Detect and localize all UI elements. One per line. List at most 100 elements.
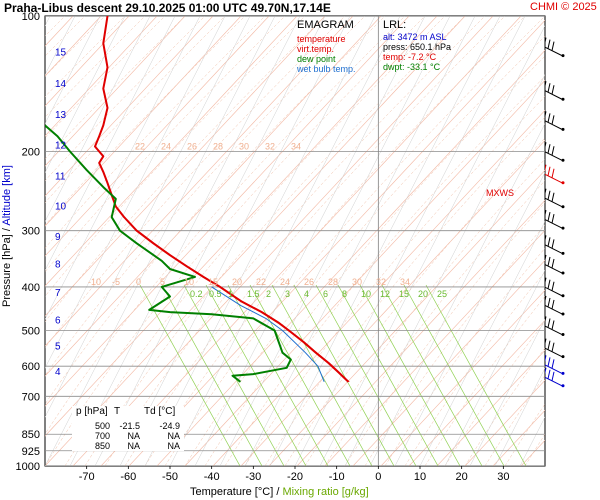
moist-adiabat-line <box>45 16 406 435</box>
altitude-tick-label: 11 <box>55 171 66 182</box>
wind-barb-base <box>561 127 565 131</box>
wind-barb-base <box>561 158 565 162</box>
moist-adiabat-line <box>45 16 366 376</box>
wind-barb-feather <box>545 235 547 243</box>
pressure-tick-label: 700 <box>22 391 40 403</box>
dry-adiabat-line <box>436 349 545 466</box>
isotherm-line <box>45 16 126 174</box>
altitude-tick-label: 13 <box>55 110 67 121</box>
moist-adiabat-line <box>204 55 545 466</box>
wind-barb-feather <box>551 213 555 224</box>
levels-table: p [hPa] T Td [°C] 500 -21.5 -24.9 700 NA… <box>72 406 184 451</box>
mixing-ratio-label-upper: 34 <box>291 141 301 151</box>
altitude-tick-label: 12 <box>55 141 67 152</box>
moist-adiabat-line <box>45 16 146 118</box>
wind-barb-base <box>561 312 565 316</box>
series-line-temperature <box>94 16 349 383</box>
dry-adiabat-line <box>45 16 270 257</box>
mixing-ratio-label-green: 6 <box>323 289 328 299</box>
moist-adiabat-line <box>45 16 126 97</box>
x-axis-label-temperature: Temperature [°C] <box>190 486 274 498</box>
wind-barb-feather <box>547 39 551 49</box>
wind-barb-feather <box>551 258 555 269</box>
table-cell: 500 <box>94 421 110 431</box>
mixing-ratio-label-upper: 30 <box>239 141 249 151</box>
moist-adiabat-line <box>364 224 545 466</box>
table-cell: NA <box>167 431 180 441</box>
lrl-pressure: press: 650.1 hPa <box>383 42 452 52</box>
y-axis-label-altitude: Altitude [km] <box>1 165 13 226</box>
wind-barb-feather <box>551 281 555 291</box>
chart-title: Praha-Libus descent 29.10.2025 01:00 UTC… <box>4 1 331 15</box>
table-cell: 850 <box>94 441 110 451</box>
mixing-ratio-line <box>425 284 527 466</box>
moist-adiabat-line <box>184 35 545 466</box>
isotherm-line <box>45 16 226 369</box>
mixing-ratio-line <box>227 284 329 466</box>
lrl-temperature: temp: -7.2 °C <box>383 52 437 62</box>
altitude-tick-label: 9 <box>55 232 61 243</box>
moist-adiabat-line <box>45 16 206 182</box>
moist-adiabat-line <box>45 16 106 77</box>
isotherm-line <box>369 123 545 466</box>
moist-adiabat-line <box>424 296 545 466</box>
x-tick-label: -20 <box>287 471 303 483</box>
dry-adiabat-line <box>45 16 438 437</box>
mixing-ratio-label-middle: -5 <box>112 277 120 287</box>
wind-barb-feather <box>547 256 551 267</box>
table-header-p: p [hPa] <box>76 406 108 417</box>
dry-adiabat-line <box>72 16 494 466</box>
wind-barb-feather <box>547 211 551 222</box>
isotherm-line <box>45 16 101 125</box>
dry-adiabat-line <box>577 16 600 466</box>
plot-frame <box>44 15 546 467</box>
dry-adiabat-line <box>549 16 600 466</box>
wind-barb-feather <box>545 338 547 346</box>
pressure-tick-label: 400 <box>22 282 40 294</box>
levels-table-header: p [hPa] T Td [°C] <box>72 406 184 417</box>
isotherm-line <box>144 16 376 466</box>
dry-adiabat-line <box>184 79 545 466</box>
wind-barb-base <box>561 54 565 58</box>
x-axis-label-mixing-ratio: Mixing ratio [g/kg] <box>282 486 369 498</box>
isotherm-line <box>45 16 276 466</box>
moist-adiabat-line <box>84 16 466 466</box>
wind-barb-feather <box>547 279 551 289</box>
wind-barb-base <box>561 294 565 298</box>
pressure-tick-label: 850 <box>22 429 40 441</box>
y-axis-label: Pressure [hPa] / Altitude [km] <box>1 161 13 311</box>
x-tick-label: -50 <box>162 471 178 483</box>
table-cell: NA <box>127 441 140 451</box>
table-row: 850 NA NA <box>72 441 184 451</box>
mixing-ratio-label-green: 1 <box>228 289 233 299</box>
moist-adiabat-line <box>45 16 386 405</box>
mixing-ratio-label-green: 8 <box>342 289 347 299</box>
moist-adiabat-line <box>324 180 545 466</box>
dry-adiabat-line <box>45 16 382 377</box>
x-tick-label: 30 <box>497 471 509 483</box>
mixing-ratio-label-middle: 0 <box>136 277 141 287</box>
mixing-ratio-line <box>337 284 439 466</box>
mixing-ratio-label-green: 10 <box>361 289 371 299</box>
wind-barb-feather <box>551 168 555 178</box>
wind-barb-feather <box>545 111 547 119</box>
pressure-tick-label: 500 <box>22 326 40 338</box>
y-axis-label-pressure: Pressure [hPa] <box>1 234 13 307</box>
wind-barb-feather <box>551 342 555 352</box>
wind-barb-feather <box>551 146 555 156</box>
wind-barb-base <box>561 271 565 275</box>
moist-adiabat-line <box>45 16 226 204</box>
table-cell: 700 <box>94 431 110 441</box>
wind-barb-feather <box>545 142 547 150</box>
wind-barb-feather <box>547 297 551 308</box>
dry-adiabat-line <box>296 199 545 466</box>
wind-barb-feather <box>547 340 551 350</box>
dry-adiabat-line <box>45 16 326 317</box>
moist-adiabat-line <box>264 116 545 466</box>
mixing-ratio-label-middle: 15 <box>208 277 218 287</box>
wind-barb-base <box>561 371 565 375</box>
isotherm-line <box>119 16 351 466</box>
table-header-t: T <box>114 406 121 417</box>
moist-adiabat-line <box>45 16 246 226</box>
dry-adiabat-line <box>380 289 545 466</box>
